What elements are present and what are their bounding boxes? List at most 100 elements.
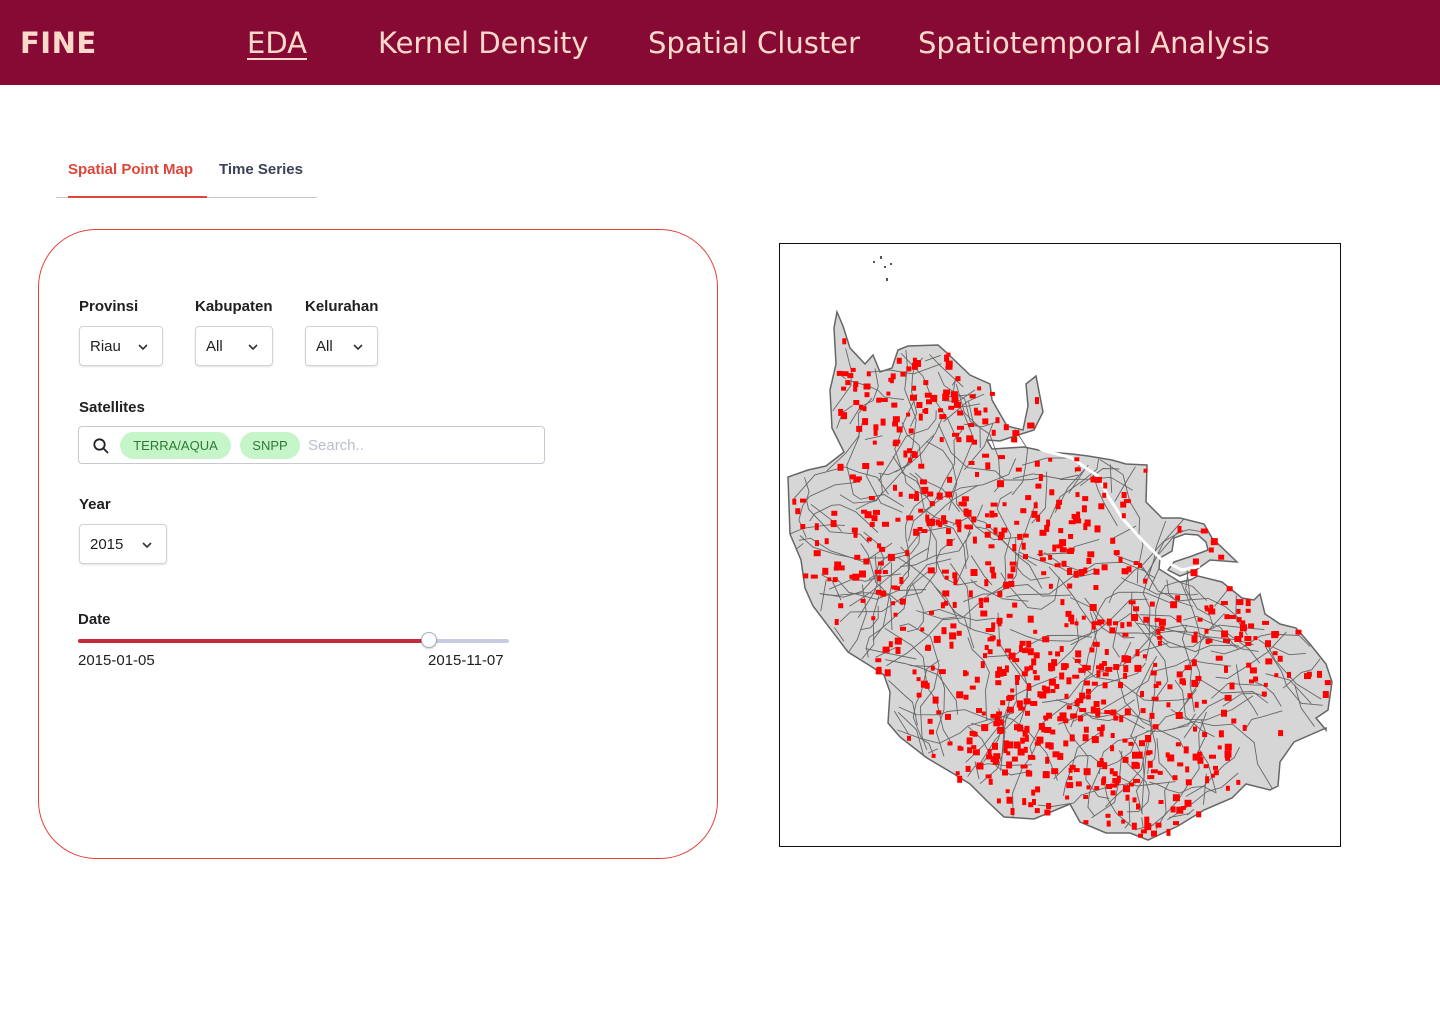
- hotspot-point: [944, 354, 950, 362]
- district-border: [860, 606, 879, 631]
- satellites-label: Satellites: [79, 399, 145, 416]
- district-border: [912, 659, 940, 759]
- hotspot-point: [1059, 646, 1064, 652]
- hotspot-point: [1104, 649, 1109, 655]
- hotspot-point: [874, 569, 882, 574]
- hotspot-point: [939, 414, 947, 420]
- hotspot-point: [1133, 778, 1141, 783]
- hotspot-point: [1079, 708, 1087, 712]
- hotspot-point: [999, 719, 1004, 726]
- nav-kernel-density[interactable]: Kernel Density: [378, 26, 589, 60]
- tab-spatial-point-map[interactable]: Spatial Point Map: [68, 161, 194, 178]
- hotspot-point: [957, 425, 964, 430]
- hotspot-point: [992, 742, 998, 750]
- district-border: [839, 453, 913, 504]
- hotspot-point: [982, 418, 989, 425]
- hotspot-point: [1094, 786, 1100, 791]
- district-border: [878, 435, 935, 476]
- hotspot-point: [894, 586, 900, 591]
- hotspot-point: [861, 509, 868, 514]
- hotspot-point: [1150, 769, 1158, 774]
- hotspot-point: [1110, 790, 1116, 796]
- hotspot-point: [1133, 561, 1139, 565]
- hotspot-point: [1034, 460, 1040, 467]
- hotspot-point: [1027, 648, 1034, 656]
- hotspot-point: [1069, 764, 1076, 770]
- district-border: [1043, 552, 1096, 574]
- district-border: [1282, 658, 1321, 689]
- satellites-multiselect[interactable]: TERRA/AQUA SNPP: [78, 426, 545, 464]
- district-border: [821, 574, 842, 601]
- active-tab-indicator: [68, 196, 207, 198]
- hotspot-point: [1097, 727, 1105, 731]
- date-slider-track[interactable]: [78, 632, 509, 648]
- hotspot-point: [1193, 631, 1198, 636]
- satellites-search-input[interactable]: [308, 432, 538, 458]
- district-border: [1150, 659, 1232, 673]
- district-border: [906, 583, 924, 633]
- hotspot-point: [863, 383, 871, 390]
- satellite-chip-snpp[interactable]: SNPP: [240, 432, 300, 459]
- hotspot-point: [1071, 513, 1076, 519]
- hotspot-point: [966, 737, 973, 745]
- hotspot-point: [1187, 693, 1193, 699]
- hotspot-point: [841, 412, 847, 420]
- hotspot-point: [856, 425, 863, 432]
- hotspot-point: [973, 407, 978, 412]
- hotspot-point: [1007, 573, 1014, 579]
- hotspot-point: [1010, 808, 1015, 815]
- hotspot-point: [953, 578, 958, 586]
- spatial-point-map[interactable]: [779, 243, 1341, 847]
- brand-logo[interactable]: FINE: [20, 26, 97, 60]
- hotspot-point: [964, 509, 972, 517]
- year-select[interactable]: 2015: [79, 524, 167, 564]
- hotspot-point: [1086, 785, 1091, 790]
- hotspot-point: [1094, 707, 1101, 714]
- hotspot-point: [1128, 600, 1136, 605]
- hotspot-point: [919, 479, 927, 485]
- hotspot-point: [1203, 764, 1209, 769]
- kelurahan-select[interactable]: All: [305, 326, 378, 366]
- hotspot-point: [1039, 529, 1047, 536]
- district-border: [893, 710, 910, 735]
- hotspot-point: [1172, 775, 1178, 781]
- satellite-chip-terra-aqua[interactable]: TERRA/AQUA: [120, 432, 231, 459]
- district-border: [1143, 719, 1207, 833]
- hotspot-point: [1017, 533, 1023, 540]
- hotspot-point: [1074, 658, 1081, 663]
- river-channel: [1027, 438, 1201, 572]
- hotspot-point: [892, 441, 899, 447]
- provinsi-select[interactable]: Riau: [79, 326, 163, 366]
- hotspot-point: [1068, 767, 1073, 773]
- district-border: [1109, 464, 1113, 493]
- hotspot-point: [1134, 664, 1142, 672]
- nav-spatial-cluster[interactable]: Spatial Cluster: [648, 26, 860, 60]
- hotspot-point: [1066, 705, 1072, 710]
- hotspot-point: [1002, 769, 1008, 776]
- hotspot-point: [908, 428, 914, 434]
- hotspot-point: [941, 516, 946, 522]
- hotspot-point: [989, 391, 995, 396]
- date-start-value: 2015-01-05: [78, 652, 155, 669]
- hotspot-point: [891, 601, 896, 606]
- hotspot-point: [900, 626, 906, 631]
- district-border: [872, 562, 892, 641]
- hotspot-point: [975, 472, 979, 477]
- district-border: [860, 543, 893, 631]
- hotspot-point: [1076, 698, 1084, 704]
- kabupaten-select[interactable]: All: [195, 326, 273, 366]
- hotspot-point: [876, 461, 884, 466]
- hotspot-point: [935, 519, 940, 526]
- hotspot-point: [1278, 730, 1284, 737]
- tab-time-series[interactable]: Time Series: [219, 161, 303, 178]
- hotspot-point: [1176, 806, 1184, 814]
- nav-eda[interactable]: EDA: [247, 26, 307, 60]
- hotspot-point: [1159, 626, 1165, 631]
- hotspot-point: [1003, 424, 1009, 431]
- district-border: [1265, 646, 1323, 706]
- nav-spatiotemporal-analysis[interactable]: Spatiotemporal Analysis: [918, 26, 1270, 60]
- hotspot-point: [864, 392, 870, 398]
- date-slider-thumb[interactable]: [421, 632, 438, 648]
- district-border: [922, 458, 1017, 513]
- hotspot-point: [1177, 762, 1184, 767]
